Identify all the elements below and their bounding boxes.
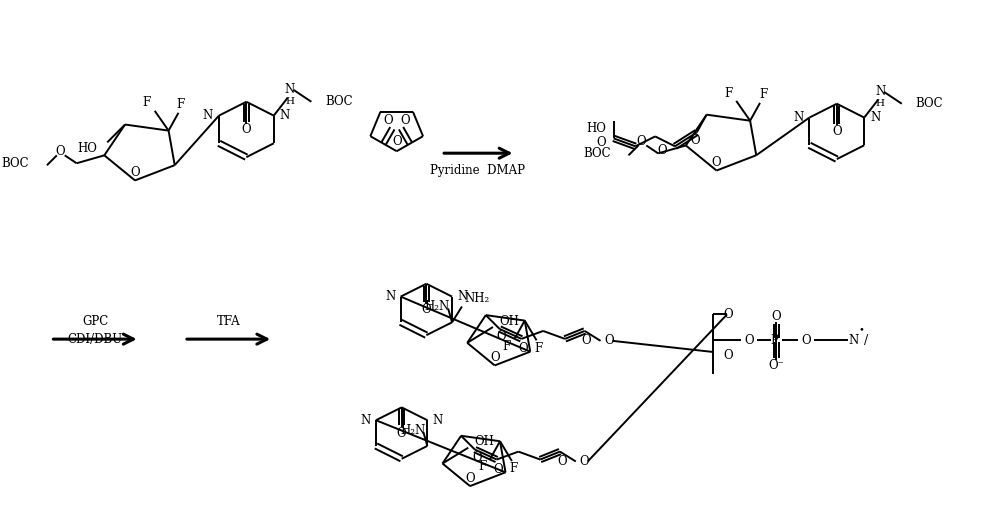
Text: O: O <box>472 451 482 464</box>
Text: O: O <box>242 123 251 136</box>
Text: NH₂: NH₂ <box>464 292 489 305</box>
Text: O: O <box>596 136 606 149</box>
Text: N: N <box>385 290 396 303</box>
Text: BOC: BOC <box>2 157 29 170</box>
Text: •: • <box>859 326 864 334</box>
Text: OH: OH <box>474 435 494 448</box>
Text: O: O <box>397 427 406 440</box>
Text: GPC: GPC <box>82 315 108 328</box>
Text: N: N <box>280 109 290 122</box>
Text: O: O <box>494 463 503 476</box>
Text: O: O <box>392 135 402 148</box>
Text: O: O <box>130 166 140 179</box>
Text: O: O <box>384 114 393 127</box>
Text: F: F <box>534 342 543 355</box>
Text: N: N <box>457 290 467 303</box>
Text: H₂N: H₂N <box>400 424 425 437</box>
Text: O: O <box>712 156 721 169</box>
Text: O: O <box>801 333 811 346</box>
Text: N: N <box>284 83 295 96</box>
Text: O: O <box>557 455 567 468</box>
Text: O: O <box>465 472 475 485</box>
Text: N: N <box>361 414 371 427</box>
Text: N: N <box>793 111 803 124</box>
Text: O⁻: O⁻ <box>769 359 784 373</box>
Text: F: F <box>760 89 768 102</box>
Text: N: N <box>875 85 885 98</box>
Text: O: O <box>497 330 506 343</box>
Text: H₂N: H₂N <box>425 300 450 313</box>
Text: O: O <box>832 125 842 138</box>
Text: O: O <box>690 134 700 147</box>
Text: O: O <box>422 303 431 316</box>
Text: O: O <box>604 334 614 348</box>
Text: BOC: BOC <box>916 97 943 110</box>
Text: F: F <box>510 463 518 476</box>
Text: O: O <box>723 308 733 321</box>
Text: TFA: TFA <box>217 315 240 328</box>
Text: HO: HO <box>586 122 606 135</box>
Text: F: F <box>724 86 732 100</box>
Text: O: O <box>400 114 410 127</box>
Text: F: F <box>176 98 185 111</box>
Text: O: O <box>637 135 646 148</box>
Text: N: N <box>870 111 880 124</box>
Text: F: F <box>503 340 511 353</box>
Text: F: F <box>143 96 151 109</box>
Text: O: O <box>723 350 733 363</box>
Text: OH: OH <box>499 315 519 328</box>
Text: N: N <box>849 333 859 346</box>
Text: Pyridine  DMAP: Pyridine DMAP <box>430 165 525 178</box>
Text: O: O <box>519 342 528 355</box>
Text: N: N <box>432 414 443 427</box>
Text: O: O <box>744 333 754 346</box>
Text: O: O <box>580 455 589 468</box>
Text: HO: HO <box>77 142 97 155</box>
Text: N: N <box>203 109 213 122</box>
Text: H: H <box>876 99 885 108</box>
Text: BOC: BOC <box>325 95 353 108</box>
Text: F: F <box>478 461 486 474</box>
Text: P: P <box>771 333 778 346</box>
Text: CDI/DBU: CDI/DBU <box>67 332 123 345</box>
Text: H: H <box>285 97 294 106</box>
Text: O: O <box>490 351 500 364</box>
Text: O: O <box>55 145 65 158</box>
Text: O: O <box>582 334 591 348</box>
Text: /: / <box>864 333 869 346</box>
Text: O: O <box>772 310 781 323</box>
Text: O: O <box>657 144 667 157</box>
Text: BOC: BOC <box>583 147 611 160</box>
